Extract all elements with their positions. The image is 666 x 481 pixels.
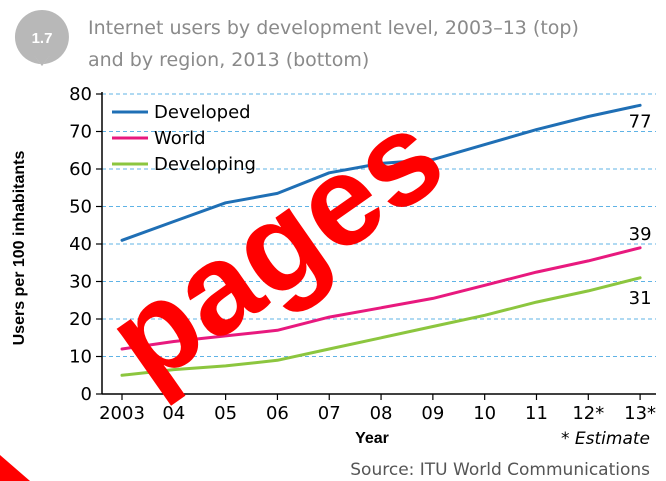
x-tick-label: 05	[214, 403, 237, 424]
watermark-text: pages	[83, 83, 468, 412]
x-tick-label: 12*	[572, 403, 604, 424]
chart-title-line2: and by region, 2013 (bottom)	[88, 49, 369, 71]
y-axis-ticks: 0 10 20 30 40 50 60 70 80	[69, 84, 102, 405]
x-tick-label: 09	[421, 403, 444, 424]
series-lines	[120, 103, 642, 377]
end-label-developing: 31	[629, 288, 652, 309]
y-tick-label: 80	[69, 84, 92, 105]
chart-title-line1: Internet users by development level, 200…	[88, 17, 579, 39]
y-tick-label: 60	[69, 159, 92, 180]
y-axis-title: Users per 100 inhabitants	[11, 151, 28, 346]
gridlines	[102, 93, 656, 357]
end-label-developed: 77	[629, 111, 652, 132]
badge-number: 1.7	[32, 30, 53, 47]
legend: Developed World Developing	[112, 102, 256, 175]
estimate-note: * Estimate	[561, 429, 650, 449]
y-tick-label: 50	[69, 197, 92, 218]
y-tick-label: 40	[69, 234, 92, 255]
source-text: Source: ITU World Communications	[350, 460, 650, 480]
end-labels: 77 39 31	[629, 111, 652, 309]
axes	[101, 92, 656, 395]
x-tick-label: 2003	[99, 403, 145, 424]
x-axis-title: Year	[355, 430, 389, 447]
legend-label-world: World	[154, 128, 206, 149]
watermark-fragment	[0, 455, 30, 481]
x-tick-label: 04	[162, 403, 185, 424]
y-tick-label: 10	[69, 347, 92, 368]
x-axis-ticks: 2003 04 05 06 07 08 09 10 11 12* 13*	[99, 394, 656, 424]
legend-label-developing: Developing	[154, 154, 256, 175]
x-tick-label: 10	[473, 403, 496, 424]
badge-shape	[14, 10, 69, 66]
end-label-world: 39	[629, 224, 652, 245]
figure-badge: 1.7	[14, 10, 69, 66]
x-tick-label: 08	[370, 403, 393, 424]
series-line-developing	[120, 276, 642, 377]
x-tick-label: 13*	[624, 403, 656, 424]
legend-label-developed: Developed	[154, 102, 251, 123]
y-tick-label: 0	[81, 384, 92, 405]
y-tick-label: 30	[69, 272, 92, 293]
y-tick-label: 20	[69, 309, 92, 330]
series-line-developed	[120, 103, 642, 242]
y-tick-label: 70	[69, 122, 92, 143]
series-line-world	[120, 246, 642, 351]
x-tick-label: 06	[266, 403, 289, 424]
x-tick-label: 11	[525, 403, 548, 424]
x-tick-label: 07	[318, 403, 341, 424]
